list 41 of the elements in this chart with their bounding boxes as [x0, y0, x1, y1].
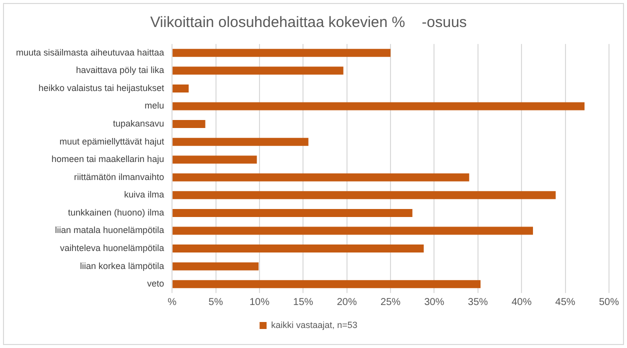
- y-tick-label: heikko valaistus tai heijastukset: [38, 82, 165, 93]
- legend-label: kaikki vastaajat, n=53: [271, 320, 358, 330]
- y-tick-label: liian korkea lämpötila: [80, 260, 164, 271]
- x-tick-label: 20%: [336, 296, 357, 308]
- x-tick-label: %: [168, 296, 177, 308]
- x-tick-label: 25%: [380, 296, 401, 308]
- y-tick-label: homeen tai maakellarin haju: [52, 154, 164, 164]
- y-tick-label: tupakansavu: [113, 118, 164, 129]
- bar: [172, 208, 412, 217]
- y-tick-label: kuiva ilma: [124, 190, 164, 200]
- bar: [172, 66, 344, 75]
- bar: [172, 262, 259, 270]
- x-tick-label: 40%: [512, 296, 532, 308]
- y-tick-label: tunkkainen (huono) ilma: [68, 207, 164, 218]
- bar: [172, 173, 470, 182]
- x-tick-label: 10%: [249, 296, 270, 308]
- bar: [172, 120, 206, 128]
- x-tick-label: 15%: [293, 296, 314, 308]
- y-tick-label: muuta sisäilmasta aiheutuvaa haittaa: [16, 47, 164, 58]
- bar: [172, 138, 308, 146]
- y-tick-label: liian matala huonelämpötila: [55, 225, 164, 236]
- x-tick-label: 35%: [468, 296, 488, 308]
- y-tick-label: riittämätön ilmanvaihto: [74, 172, 164, 182]
- x-tick-label: 5%: [208, 296, 224, 308]
- y-tick-label: veto: [147, 278, 164, 289]
- bar: [172, 226, 533, 235]
- y-tick-label: vaihteleva huonelämpötila: [60, 243, 164, 254]
- x-tick-label: 45%: [555, 296, 576, 308]
- bar: [172, 156, 257, 164]
- x-tick-label: 30%: [424, 296, 444, 308]
- bar: [172, 280, 481, 288]
- y-tick-label: melu: [144, 100, 164, 111]
- bar: [172, 84, 189, 92]
- x-tick-label: 50%: [598, 296, 620, 308]
- bar: [172, 102, 585, 110]
- bar: [172, 244, 424, 253]
- y-tick-label: muut epämiellyttävät hajut: [60, 136, 165, 146]
- y-tick-label: havaittava pöly tai lika: [76, 65, 164, 76]
- bar: [172, 191, 556, 200]
- bar: [172, 48, 391, 57]
- chart-title: Viikoittain olosuhdehaittaa kokevien % -osuus: [150, 14, 467, 32]
